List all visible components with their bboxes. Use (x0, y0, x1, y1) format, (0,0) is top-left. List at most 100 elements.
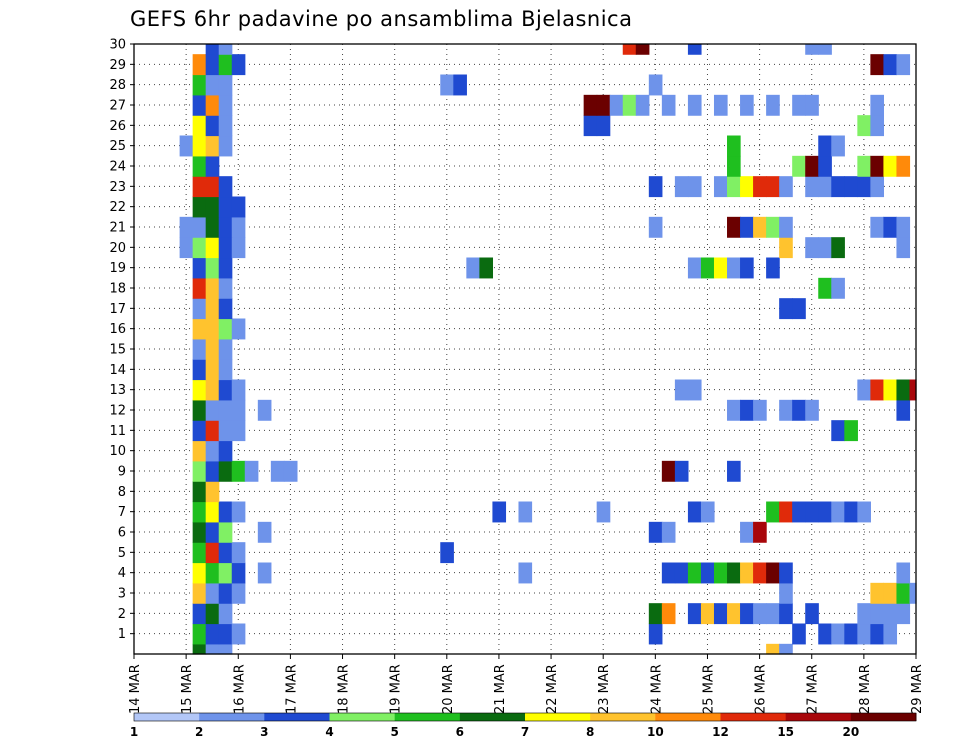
heatmap-cell (596, 115, 611, 137)
heatmap-cell (792, 399, 806, 421)
heatmap-cell (687, 501, 702, 523)
heatmap-cell (192, 277, 207, 299)
heatmap-cell (727, 135, 741, 157)
heatmap-cell (831, 420, 845, 442)
colorbar-swatch (525, 713, 591, 721)
heatmap-cell (231, 501, 246, 523)
colorbar-tick-label: 6 (456, 725, 464, 739)
heatmap-cell (766, 94, 780, 116)
heatmap-cell (740, 603, 754, 625)
heatmap-cell (218, 603, 233, 625)
heatmap-cell (896, 237, 911, 259)
heatmap-cell (753, 399, 767, 421)
heatmap-cell (674, 176, 689, 198)
heatmap-cell (231, 562, 246, 584)
heatmap-cell (283, 460, 298, 482)
heatmap-cell (896, 216, 911, 238)
colorbar-swatch (720, 713, 787, 721)
heatmap-cell (205, 257, 220, 279)
heatmap-cell (740, 399, 754, 421)
x-tick-label: 29 MAR (910, 664, 925, 714)
heatmap-cell (779, 176, 793, 198)
heatmap-cell (192, 135, 207, 157)
heatmap-cell (844, 176, 858, 198)
heatmap-cell (231, 460, 246, 482)
heatmap-cell (766, 562, 780, 584)
y-tick-label: 23 (109, 180, 126, 195)
heatmap-cell (192, 74, 207, 96)
heatmap-cell (179, 135, 194, 157)
heatmap-cell (231, 399, 246, 421)
x-tick-label: 28 MAR (858, 664, 873, 714)
y-tick-label: 24 (109, 160, 126, 175)
heatmap-cell (727, 603, 741, 625)
y-tick-label: 1 (118, 627, 126, 642)
heatmap-cell (870, 155, 885, 177)
heatmap-cell (740, 562, 754, 584)
y-tick-label: 26 (109, 119, 126, 134)
heatmap-cell (231, 196, 246, 218)
heatmap-cell (713, 603, 728, 625)
heatmap-cell (870, 216, 885, 238)
heatmap-cell (687, 257, 702, 279)
heatmap-cell (687, 603, 702, 625)
colorbar-swatch (264, 713, 330, 721)
colorbar-swatch (329, 713, 396, 721)
y-tick-label: 21 (109, 221, 126, 236)
heatmap-cell (218, 562, 233, 584)
heatmap-cell (205, 582, 220, 604)
heatmap-cell (231, 420, 246, 442)
heatmap-cell (857, 176, 871, 198)
heatmap-cell (805, 603, 819, 625)
x-tick-label: 20 MAR (441, 664, 456, 714)
heatmap-cell (205, 54, 220, 76)
colorbar-tick-label: 12 (712, 725, 729, 739)
heatmap-cell (857, 155, 871, 177)
y-tick-label: 16 (109, 322, 126, 337)
heatmap-cell (831, 501, 845, 523)
heatmap-cell (805, 237, 819, 259)
x-tick-label: 26 MAR (754, 664, 769, 714)
heatmap-cell (218, 298, 233, 320)
y-tick-label: 9 (118, 465, 126, 480)
heatmap-cell (192, 542, 207, 564)
heatmap-cell (727, 176, 741, 198)
heatmap-cell (218, 44, 233, 55)
heatmap-cell (218, 216, 233, 238)
heatmap-cell (648, 176, 663, 198)
heatmap-cell (583, 115, 598, 137)
heatmap-cell (231, 318, 246, 340)
colorbar-swatch (394, 713, 461, 721)
heatmap-cell (792, 298, 806, 320)
heatmap-cell (818, 501, 832, 523)
heatmap-cell (218, 54, 233, 76)
heatmap-cell (870, 94, 885, 116)
y-axis: 1234567891011121314151617181920212223242… (109, 38, 134, 642)
heatmap-cell (870, 379, 885, 401)
heatmap-cell (596, 94, 611, 116)
heatmap-cell (844, 623, 858, 645)
y-tick-label: 19 (109, 261, 126, 276)
heatmap-cell (192, 196, 207, 218)
heatmap-cell (766, 257, 780, 279)
colorbar-tick-label: 20 (842, 725, 859, 739)
heatmap-cell (674, 460, 689, 482)
heatmap-cell (818, 623, 832, 645)
colorbar-swatch (785, 713, 852, 721)
heatmap-cell (766, 603, 780, 625)
heatmap-cell (205, 155, 220, 177)
heatmap-cell (896, 582, 911, 604)
heatmap-cell (218, 460, 233, 482)
heatmap-cell (870, 54, 885, 76)
heatmap-cell (870, 176, 885, 198)
heatmap-cell (205, 562, 220, 584)
heatmap-cell (805, 44, 819, 55)
heatmap-cell (766, 643, 780, 655)
heatmap-cell (883, 54, 898, 76)
heatmap-cell (205, 237, 220, 259)
heatmap-cell (192, 460, 207, 482)
heatmap-cell (818, 44, 832, 55)
heatmap-cell (205, 74, 220, 96)
heatmap-cell (661, 521, 676, 543)
colorbar-swatch (850, 713, 917, 721)
